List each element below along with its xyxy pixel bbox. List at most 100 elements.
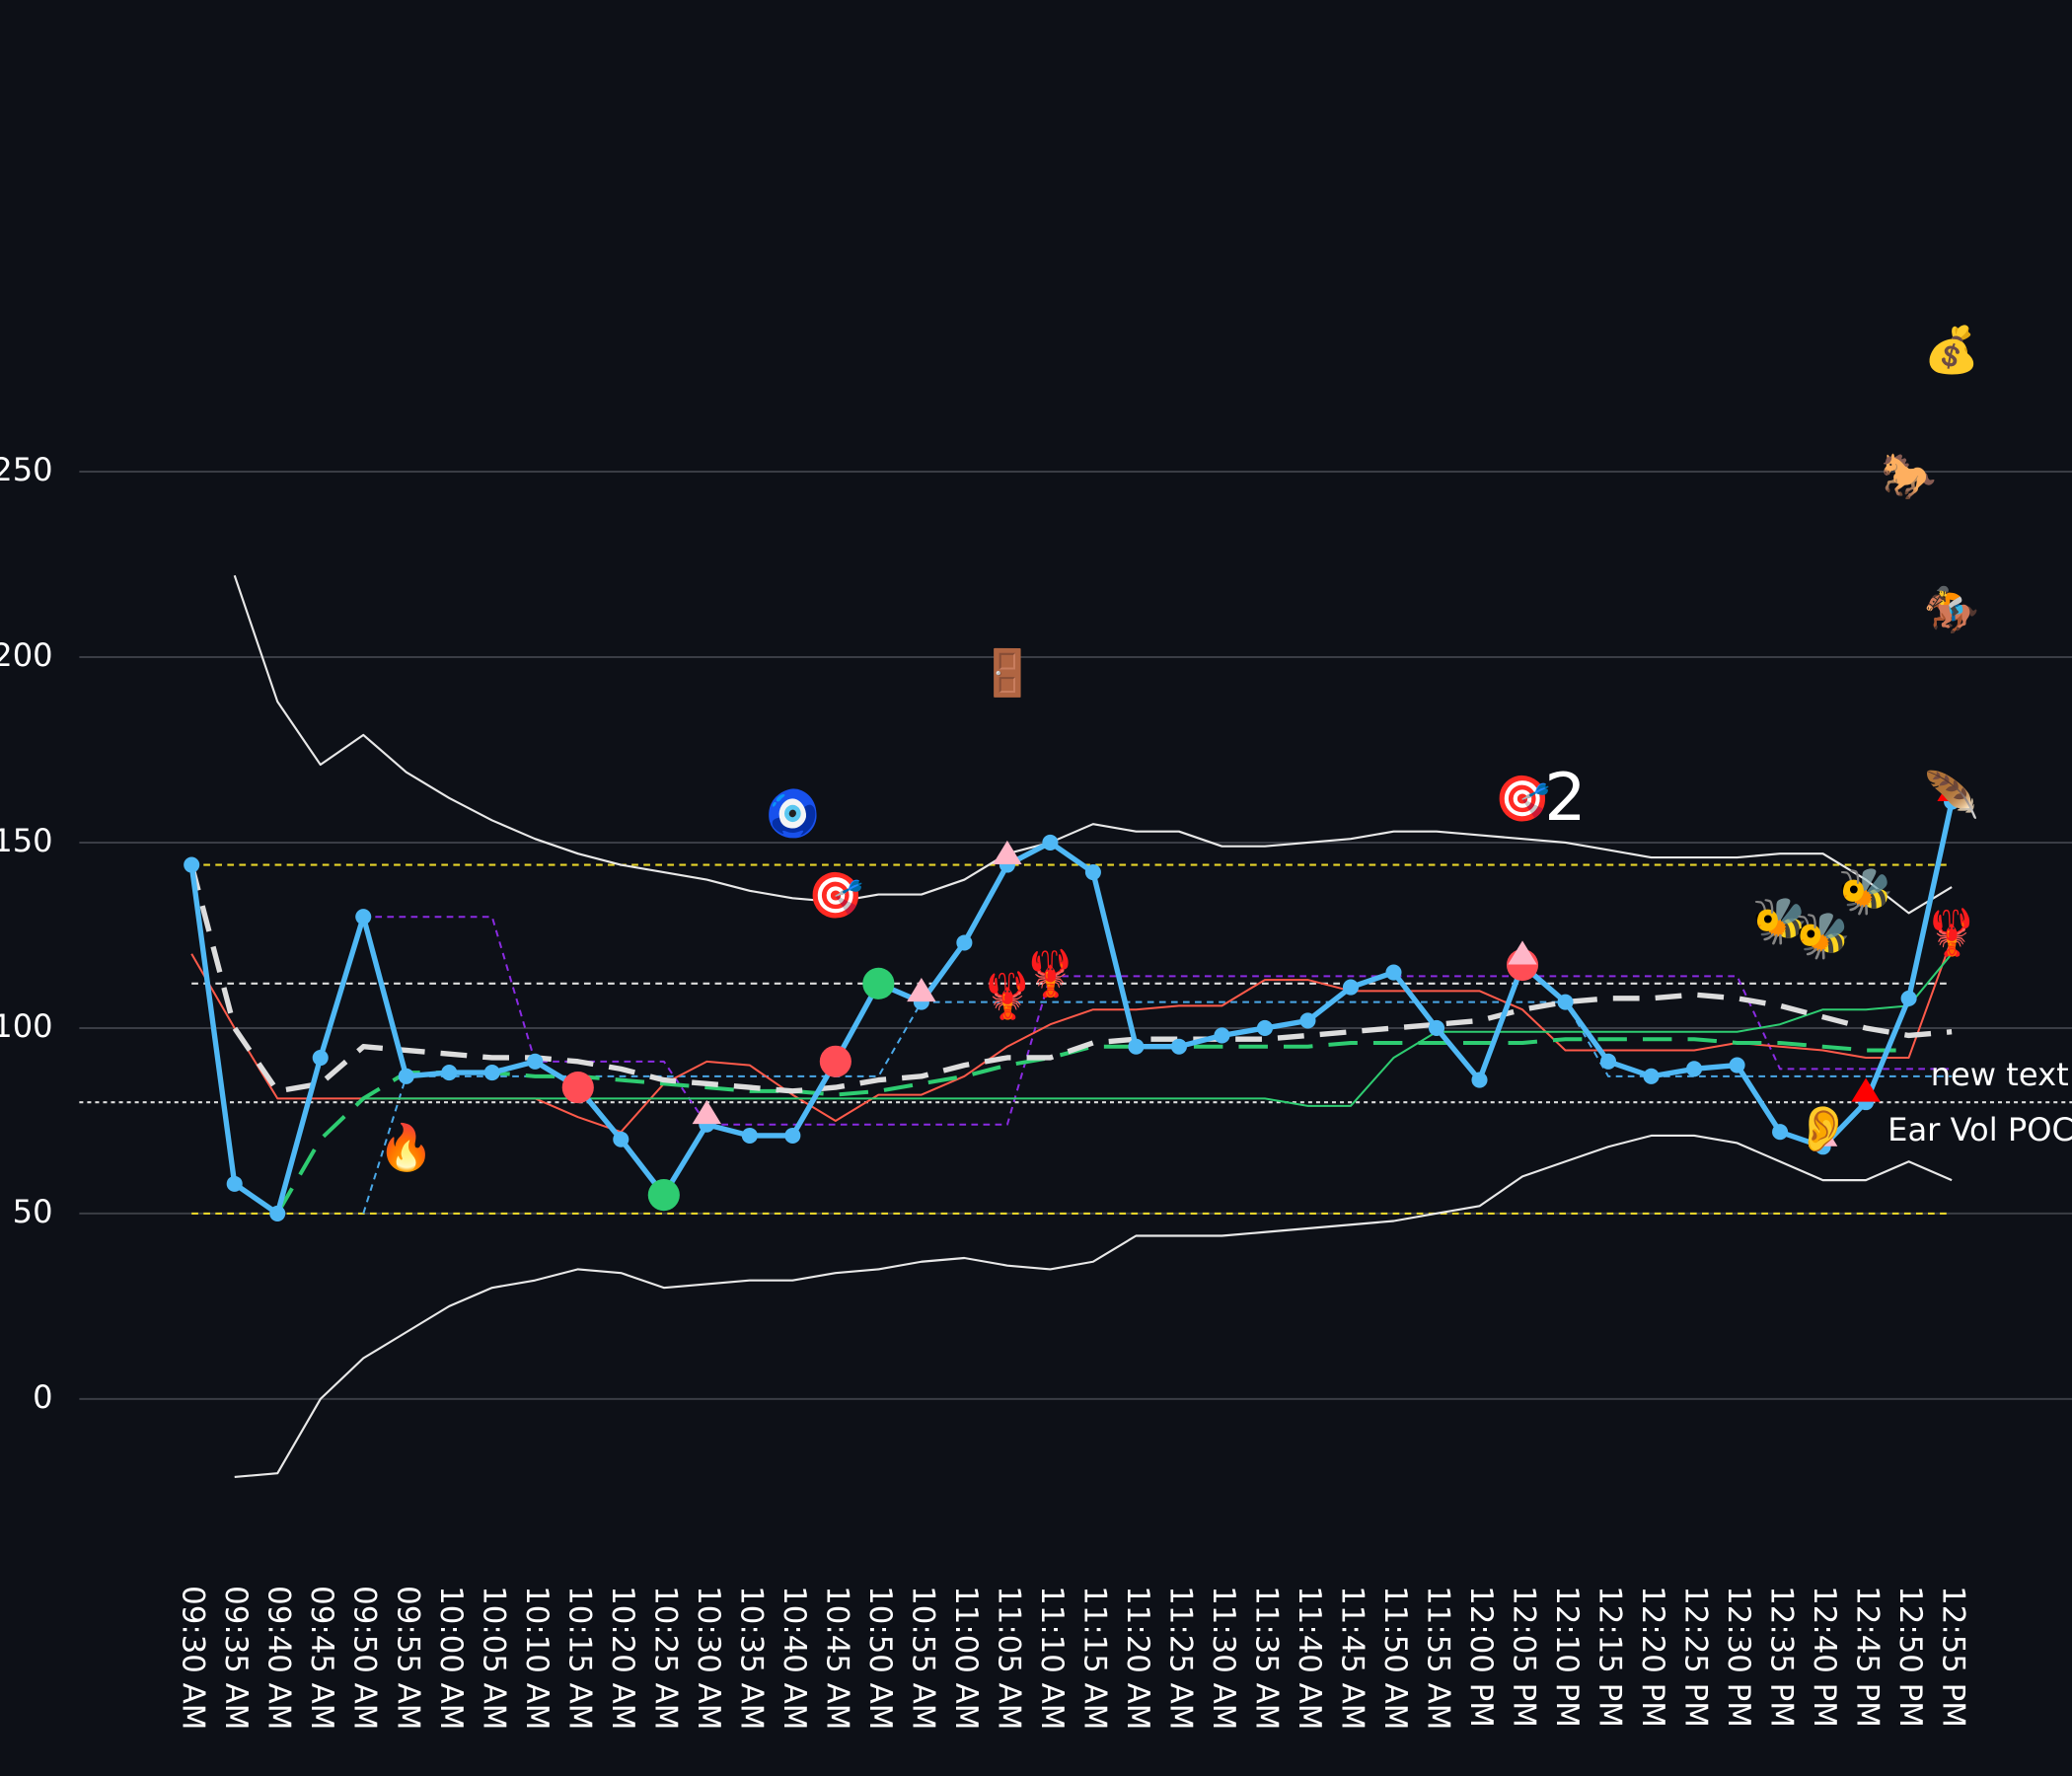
data-point bbox=[1042, 834, 1059, 851]
x-tick-label: 11:55 AM bbox=[1420, 1586, 1455, 1730]
x-tick-label: 11:10 AM bbox=[1034, 1586, 1070, 1730]
x-tick-label: 09:35 AM bbox=[218, 1586, 254, 1730]
data-point bbox=[1557, 994, 1574, 1010]
x-tick-label: 12:25 PM bbox=[1678, 1586, 1714, 1728]
signal-marker bbox=[1937, 777, 1966, 802]
data-point bbox=[613, 1131, 629, 1147]
series-line bbox=[188, 863, 1953, 1094]
x-tick-label: 12:35 PM bbox=[1764, 1586, 1800, 1728]
data-point bbox=[1643, 1068, 1660, 1084]
x-tick-label: 11:35 AM bbox=[1248, 1586, 1284, 1730]
data-point bbox=[1600, 1053, 1617, 1070]
x-tick-label: 10:45 AM bbox=[819, 1586, 854, 1730]
annotation: 🦞 bbox=[1022, 947, 1078, 999]
signal-marker bbox=[862, 967, 895, 999]
x-tick-label: 09:50 AM bbox=[347, 1586, 383, 1730]
data-point bbox=[1772, 1124, 1789, 1141]
x-tick-label: 10:25 AM bbox=[647, 1586, 683, 1730]
x-tick-label: 12:20 PM bbox=[1635, 1586, 1670, 1728]
annotation: 🏇 bbox=[1924, 583, 1980, 635]
x-tick-label: 09:45 AM bbox=[304, 1586, 339, 1730]
signal-marker bbox=[1508, 940, 1537, 965]
y-tick-label: 150 bbox=[0, 822, 53, 859]
annotation: 2 bbox=[1544, 759, 1587, 836]
annotation: Ear Vol POC bbox=[1887, 1111, 2072, 1148]
data-point bbox=[1471, 1072, 1488, 1088]
x-tick-label: 12:40 PM bbox=[1807, 1586, 1842, 1728]
signal-marker bbox=[907, 977, 936, 1002]
x-tick-label: 11:20 AM bbox=[1120, 1586, 1155, 1730]
x-tick-label: 12:05 PM bbox=[1507, 1586, 1542, 1728]
x-tick-label: 12:30 PM bbox=[1721, 1586, 1756, 1728]
annotation: 🐎 bbox=[1881, 450, 1937, 502]
x-tick-label: 11:50 AM bbox=[1377, 1586, 1413, 1730]
x-tick-label: 11:25 AM bbox=[1162, 1586, 1198, 1730]
annotation: 👂 bbox=[1795, 1103, 1851, 1155]
signal-marker bbox=[819, 1045, 851, 1077]
data-point bbox=[184, 856, 200, 873]
x-tick-label: 10:30 AM bbox=[691, 1586, 726, 1730]
series-line bbox=[363, 916, 1953, 1126]
data-point bbox=[1170, 1038, 1187, 1055]
data-point bbox=[1256, 1019, 1273, 1036]
x-tick-label: 10:20 AM bbox=[605, 1586, 640, 1730]
data-point bbox=[1428, 1019, 1445, 1036]
annotation: 🧿 bbox=[765, 787, 821, 840]
y-tick-label: 0 bbox=[33, 1378, 52, 1416]
data-point bbox=[226, 1175, 243, 1192]
x-tick-label: 12:10 PM bbox=[1549, 1586, 1585, 1728]
data-point bbox=[1729, 1057, 1745, 1073]
data-point bbox=[741, 1127, 758, 1145]
x-tick-label: 12:00 PM bbox=[1463, 1586, 1499, 1728]
x-tick-label: 11:30 AM bbox=[1206, 1586, 1241, 1730]
data-point bbox=[1342, 979, 1360, 996]
x-tick-label: 10:50 AM bbox=[862, 1586, 898, 1730]
data-point bbox=[1299, 1012, 1316, 1029]
signal-marker bbox=[993, 840, 1022, 864]
x-tick-label: 10:10 AM bbox=[519, 1586, 555, 1730]
data-point bbox=[956, 934, 973, 951]
y-tick-label: 200 bbox=[0, 636, 53, 674]
annotation: 🎯 bbox=[808, 869, 864, 922]
data-point bbox=[1686, 1061, 1703, 1077]
annotation: 🪶 bbox=[1924, 768, 1980, 821]
x-tick-label: 10:15 AM bbox=[561, 1586, 597, 1730]
annotation: 🐝 bbox=[1838, 865, 1894, 918]
data-point bbox=[784, 1127, 801, 1145]
x-tick-label: 10:40 AM bbox=[777, 1586, 812, 1730]
annotation: new text bbox=[1931, 1056, 2069, 1093]
x-tick-label: 12:50 PM bbox=[1892, 1586, 1928, 1728]
annotation: 🐝 bbox=[1795, 910, 1851, 962]
annotation: 🦞 bbox=[1924, 906, 1980, 958]
x-tick-label: 11:00 AM bbox=[948, 1586, 984, 1730]
signal-marker bbox=[692, 1100, 722, 1125]
x-tick-label: 10:00 AM bbox=[433, 1586, 469, 1730]
data-point bbox=[1084, 864, 1101, 881]
data-point bbox=[441, 1065, 458, 1081]
series-line bbox=[234, 1134, 1953, 1478]
annotation: 🐝 bbox=[1752, 895, 1809, 947]
signal-marker bbox=[1808, 1122, 1838, 1147]
data-point bbox=[483, 1065, 500, 1081]
data-point bbox=[355, 909, 372, 925]
x-tick-label: 12:55 PM bbox=[1936, 1586, 1971, 1728]
data-point bbox=[269, 1205, 286, 1221]
signal-marker bbox=[647, 1179, 680, 1212]
x-tick-label: 09:30 AM bbox=[176, 1586, 211, 1730]
x-tick-label: 11:05 AM bbox=[991, 1586, 1026, 1730]
data-point bbox=[1128, 1038, 1145, 1055]
series-line bbox=[363, 953, 1953, 1107]
y-tick-label: 50 bbox=[13, 1193, 53, 1230]
x-tick-label: 12:45 PM bbox=[1850, 1586, 1886, 1728]
signal-marker bbox=[1851, 1077, 1881, 1102]
y-tick-label: 250 bbox=[0, 451, 53, 488]
data-point bbox=[1214, 1027, 1230, 1044]
data-point bbox=[1900, 990, 1917, 1006]
x-tick-label: 11:15 AM bbox=[1076, 1586, 1112, 1730]
annotation: 🔥 bbox=[378, 1122, 434, 1174]
series-line bbox=[275, 1037, 1909, 1215]
data-point bbox=[527, 1053, 544, 1070]
